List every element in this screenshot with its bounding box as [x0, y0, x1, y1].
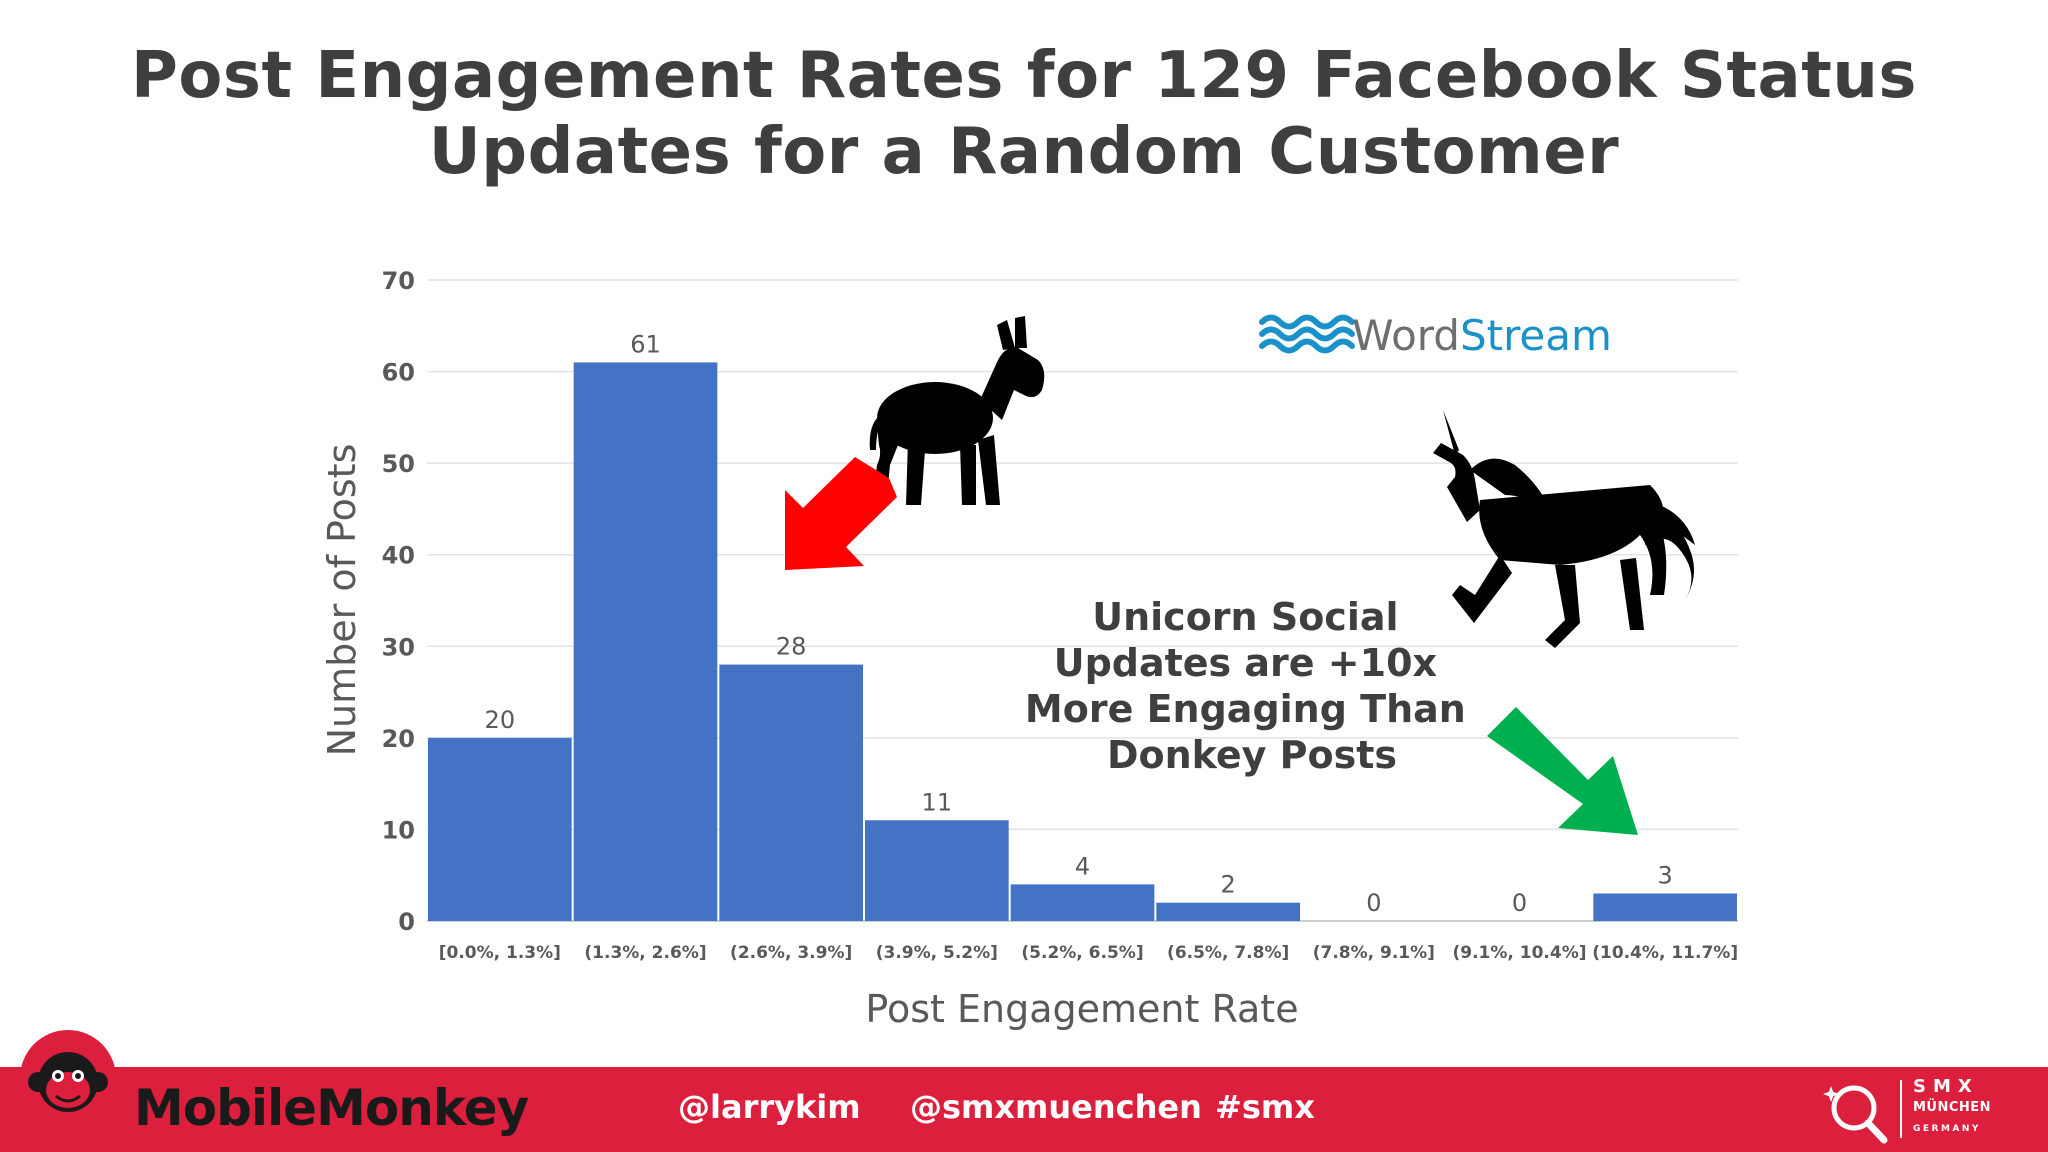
chart-annotation: Unicorn Social Updates are +10x More Eng…: [1025, 595, 1479, 777]
x-tick-label-0: [0.0%, 1.3%]: [439, 943, 561, 963]
smx-magnifier-icon: [1823, 1085, 1888, 1144]
y-tick-label-50: 50: [382, 450, 415, 478]
mobilemonkey-logo: [20, 1030, 116, 1126]
y-axis-ticks: 0 10 20 30 40 50 60 70: [382, 267, 415, 936]
bar-2: [719, 664, 863, 921]
data-label-2: 28: [776, 633, 807, 661]
data-label-7: 0: [1512, 889, 1527, 917]
svg-text:WordStream: WordStream: [1352, 311, 1612, 360]
x-tick-label-1: (1.3%, 2.6%]: [584, 943, 706, 963]
x-tick-label-5: (6.5%, 7.8%]: [1167, 943, 1289, 963]
unicorn-silhouette-icon: [1433, 410, 1695, 648]
y-tick-label-0: 0: [398, 908, 415, 936]
annotation-line-1: Unicorn Social: [1092, 595, 1398, 639]
annotation-line-3: More Engaging Than: [1025, 687, 1466, 731]
slide-title: Post Engagement Rates for 129 Facebook S…: [0, 38, 2048, 190]
x-tick-label-2: (2.6%, 3.9%]: [730, 943, 852, 963]
footer-bar: [0, 1067, 2048, 1152]
mobilemonkey-brand: MobileMonkey: [134, 1078, 529, 1138]
green-arrow-icon: [1487, 707, 1638, 835]
data-label-8: 3: [1658, 862, 1673, 890]
bars: [428, 362, 1737, 921]
bar-0: [428, 737, 572, 921]
smx-country: GERMANY: [1913, 1124, 1981, 1134]
y-tick-label-20: 20: [382, 725, 415, 753]
red-arrow-icon: [785, 457, 897, 570]
wordstream-logo: WordStream: [1259, 311, 1612, 360]
brand-monkey: Monkey: [316, 1079, 529, 1137]
y-tick-label-60: 60: [382, 359, 415, 387]
x-axis-ticks: [0.0%, 1.3%] (1.3%, 2.6%] (2.6%, 3.9%] (3.9…: [439, 943, 1738, 963]
smx-logo: SMX MÜNCHEN GERMANY: [1820, 1076, 2030, 1146]
handle-smxmuenchen: @smxmuenchen: [910, 1088, 1202, 1126]
bar-5: [1156, 902, 1300, 921]
slide-title-line-1: Post Engagement Rates for 129 Facebook S…: [131, 39, 1917, 113]
monkey-face-icon: [28, 1052, 108, 1112]
y-axis-label: Number of Posts: [320, 444, 364, 757]
bar-8: [1593, 893, 1737, 921]
x-tick-label-3: (3.9%, 5.2%]: [876, 943, 998, 963]
data-label-3: 11: [922, 788, 953, 816]
data-label-6: 0: [1366, 889, 1381, 917]
x-tick-label-6: (7.8%, 9.1%]: [1313, 943, 1435, 963]
smx-city: MÜNCHEN: [1913, 1100, 1992, 1115]
smx-name: SMX: [1913, 1076, 1979, 1097]
brand-mobile: Mobile: [134, 1079, 317, 1137]
data-label-4: 4: [1075, 852, 1090, 880]
y-tick-label-40: 40: [382, 542, 415, 570]
wordstream-stream: Stream: [1460, 311, 1612, 360]
bar-3: [865, 820, 1009, 921]
handle-larrykim: @larrykim: [678, 1088, 861, 1126]
y-tick-label-30: 30: [382, 633, 415, 661]
donkey-silhouette-icon: [869, 316, 1045, 505]
hashtag-smx: #smx: [1215, 1088, 1315, 1126]
x-tick-label-4: (5.2%, 6.5%]: [1021, 943, 1143, 963]
smx-divider: [1900, 1080, 1902, 1138]
annotation-line-4: Donkey Posts: [1107, 733, 1397, 777]
data-label-1: 61: [630, 330, 661, 358]
x-tick-label-8: (10.4%, 11.7%]: [1592, 943, 1738, 963]
slide-title-line-2: Updates for a Random Customer: [428, 115, 1620, 189]
data-label-0: 20: [485, 706, 516, 734]
annotation-line-2: Updates are +10x: [1054, 641, 1437, 685]
wordstream-word: Word: [1352, 311, 1460, 360]
y-tick-label-10: 10: [382, 816, 415, 844]
x-tick-label-7: (9.1%, 10.4%]: [1452, 943, 1586, 963]
x-axis-label: Post Engagement Rate: [865, 987, 1298, 1031]
wordstream-waves-icon: [1259, 314, 1355, 354]
data-label-5: 2: [1221, 871, 1236, 899]
bar-1: [573, 362, 718, 921]
y-tick-label-70: 70: [382, 267, 415, 295]
bar-4: [1010, 884, 1155, 921]
